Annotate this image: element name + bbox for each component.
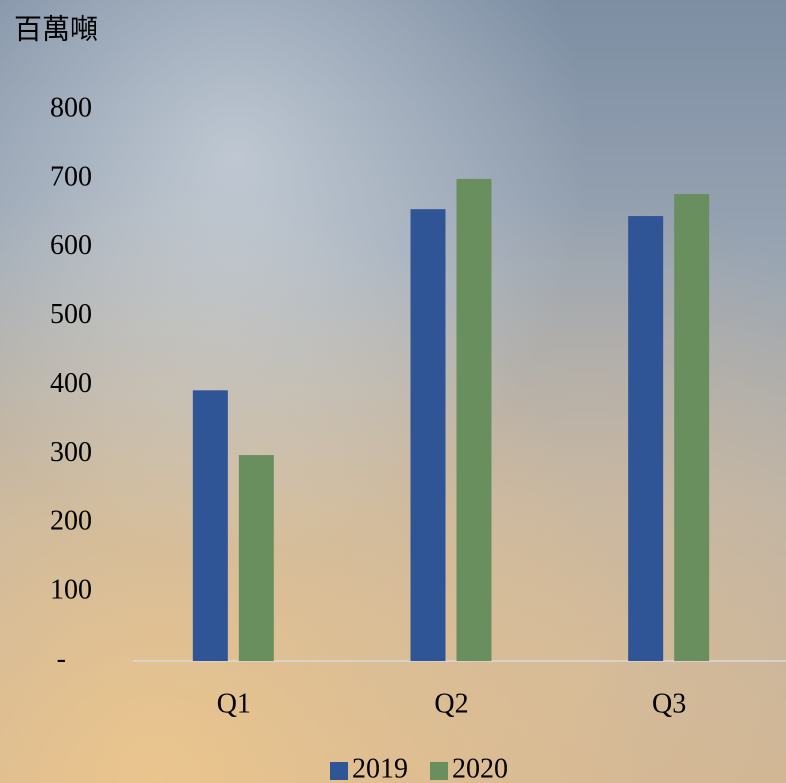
- legend-label: 2020: [452, 753, 508, 783]
- y-tick-label: 200: [50, 506, 92, 537]
- y-tick-label: 300: [50, 437, 92, 468]
- x-tick-label: Q2: [434, 688, 468, 719]
- legend-swatch: [430, 762, 448, 780]
- y-tick-label: 400: [50, 368, 92, 399]
- y-tick-label: 700: [50, 161, 92, 192]
- y-tick-label: 600: [50, 230, 92, 261]
- y-tick-label: 500: [50, 299, 92, 330]
- bar: [238, 455, 274, 661]
- legend-label: 2019: [352, 753, 408, 783]
- y-axis-label: 百萬噸: [14, 13, 98, 45]
- bar: [410, 209, 446, 661]
- bar: [628, 216, 664, 661]
- bar: [192, 390, 228, 661]
- bar: [456, 178, 492, 661]
- x-tick-label: Q1: [217, 688, 251, 719]
- y-tick-label: -: [57, 643, 66, 674]
- legend-swatch: [330, 762, 348, 780]
- bar: [674, 194, 710, 661]
- y-tick-label: 100: [50, 575, 92, 606]
- y-tick-label: 800: [50, 92, 92, 123]
- x-tick-label: Q3: [652, 688, 686, 719]
